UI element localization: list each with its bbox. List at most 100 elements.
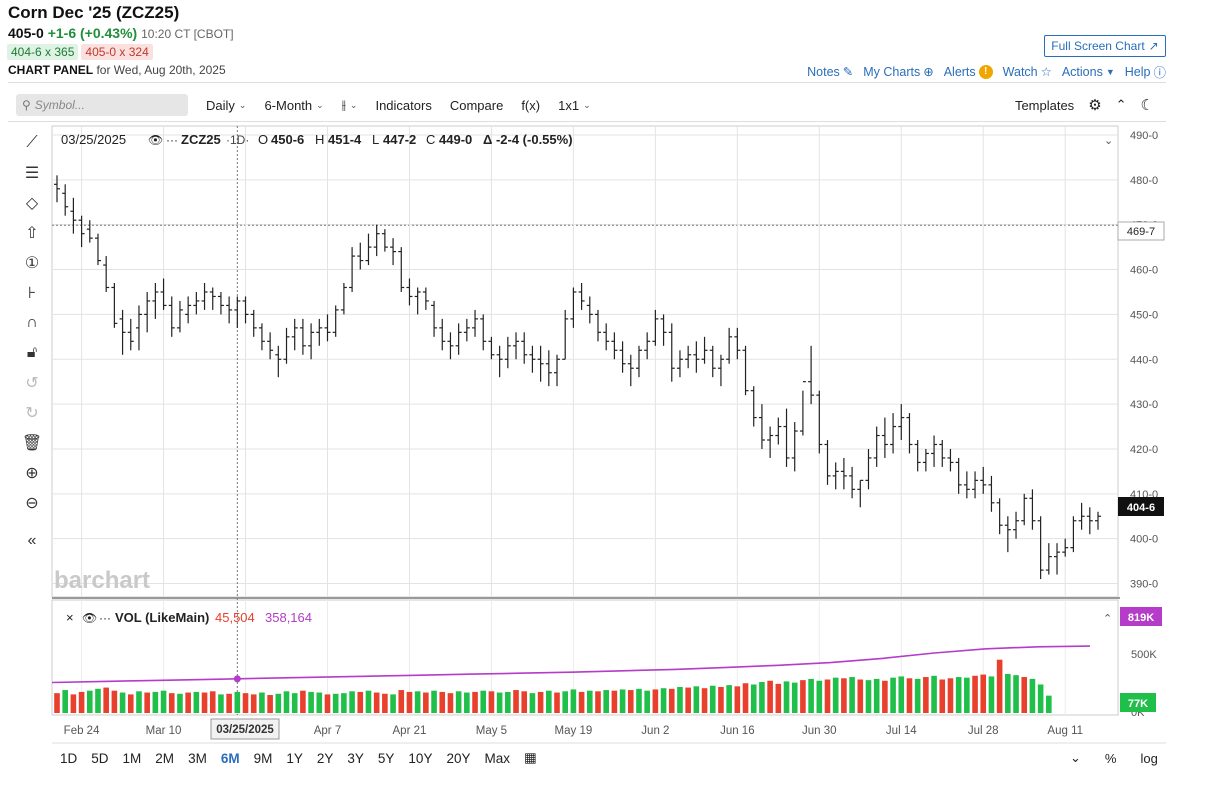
- ohlc-bar: [586, 296, 593, 324]
- gear-icon[interactable]: ⚙: [1088, 97, 1102, 114]
- chevron-down-double-icon[interactable]: ⌄: [1070, 750, 1081, 765]
- compare-button[interactable]: Compare: [449, 97, 504, 113]
- volume-bar: [849, 677, 855, 713]
- zoom-in-icon[interactable]: ⊕: [25, 465, 39, 482]
- volume-bar: [119, 692, 126, 713]
- chevron-down-icon: ⌄: [583, 99, 591, 110]
- calendar-icon[interactable]: ▦: [524, 750, 537, 765]
- shapes-tool-icon[interactable]: ◇: [25, 195, 39, 212]
- ohlc-bar: [890, 413, 897, 454]
- price-axis: 490-0 480-0 470-0 460-0 450-0 440-0 430-0 420-0…: [1130, 130, 1158, 591]
- range-1m[interactable]: 1M: [122, 750, 142, 766]
- volume-bar: [890, 677, 896, 713]
- my-charts-link[interactable]: My Charts ⊕: [863, 64, 933, 80]
- volume-bar: [685, 687, 691, 713]
- annotation-tool-icon[interactable]: ①: [24, 255, 40, 272]
- alert-icon: !: [978, 64, 993, 79]
- ohlc-bar: [439, 318, 446, 351]
- volume-bar: [562, 691, 569, 713]
- volume-axis-label: 500K: [1131, 649, 1157, 661]
- volume-bar: [185, 692, 191, 713]
- ohlc-bar: [1004, 516, 1011, 553]
- grid-lines: [51, 125, 1166, 744]
- symbol-search-input[interactable]: ⚲ Symbol...: [16, 94, 188, 116]
- x-tick-label: Jun 16: [720, 725, 755, 737]
- volume-bar: [841, 678, 847, 713]
- ohlc-bar: [652, 309, 659, 346]
- volume-bar: [554, 692, 560, 713]
- range-3y[interactable]: 3Y: [347, 750, 364, 766]
- range-9m[interactable]: 9M: [253, 750, 273, 766]
- ohlc-bar: [422, 287, 429, 310]
- percent-toggle[interactable]: %: [1104, 750, 1117, 766]
- undo-icon[interactable]: ↺: [25, 375, 39, 392]
- volume-bar: [70, 694, 77, 713]
- ohlc-bar: [78, 215, 85, 248]
- collapse-up-icon[interactable]: ⌃: [1115, 97, 1127, 112]
- interval-dropdown[interactable]: Daily ⌄: [206, 98, 246, 113]
- range-2y[interactable]: 2Y: [316, 750, 334, 766]
- help-link[interactable]: Help ⓘ: [1125, 62, 1166, 81]
- pitchfork-tool-icon[interactable]: ⊦: [27, 285, 37, 302]
- range-5d[interactable]: 5D: [91, 750, 109, 766]
- redo-icon[interactable]: ↻: [25, 405, 39, 422]
- actions-link[interactable]: Actions ▼: [1062, 65, 1115, 79]
- x-tick-label: Jul 28: [968, 725, 999, 737]
- range-5y[interactable]: 5Y: [377, 750, 395, 766]
- volume-bar: [144, 692, 150, 713]
- range-max[interactable]: Max: [484, 750, 510, 766]
- caret-down-icon: ▼: [1105, 66, 1115, 77]
- ohlc-bar: [840, 457, 847, 490]
- log-toggle[interactable]: log: [1140, 750, 1158, 766]
- volume-bar: [193, 691, 200, 713]
- ohlc-bar: [193, 291, 200, 315]
- volume-bar: [832, 677, 839, 713]
- watch-link[interactable]: Watch ☆: [1003, 64, 1052, 80]
- magnet-icon[interactable]: ∩: [26, 314, 38, 331]
- ohlc-bar: [685, 345, 692, 369]
- trash-icon[interactable]: 🗑︎: [21, 435, 43, 452]
- volume-bar: [783, 681, 790, 713]
- indicators-button[interactable]: Indicators: [375, 97, 432, 113]
- volume-bar: [472, 691, 478, 713]
- volume-bar: [226, 693, 232, 713]
- templates-button[interactable]: Templates: [1014, 97, 1075, 113]
- range-dropdown[interactable]: 6-Month ⌄: [264, 98, 323, 113]
- full-screen-chart-button[interactable]: Full Screen Chart ↗: [1044, 35, 1166, 57]
- ohlc-bar: [1029, 489, 1036, 530]
- volume-bar: [578, 691, 585, 713]
- function-button[interactable]: f(x): [521, 97, 541, 113]
- range-1y[interactable]: 1Y: [286, 750, 303, 766]
- crosshair-price-text: 469-7: [1127, 226, 1155, 238]
- fib-tool-icon[interactable]: ☰: [24, 165, 40, 182]
- legend-open: 450-6: [271, 132, 304, 147]
- volume-bar: [291, 693, 298, 713]
- layout-dropdown[interactable]: 1x1 ⌄: [558, 98, 591, 113]
- ohlc-bar: [258, 323, 265, 351]
- x-tick-label: Apr 21: [393, 725, 427, 737]
- range-1d[interactable]: 1D: [60, 750, 78, 766]
- ohlc-bar: [373, 224, 380, 257]
- range-2m[interactable]: 2M: [155, 750, 175, 766]
- zoom-out-icon[interactable]: ⊖: [25, 495, 39, 512]
- ohlc-bar: [783, 408, 790, 467]
- ohlc-bar: [390, 238, 397, 266]
- arrow-tool-icon[interactable]: ⇧: [25, 225, 39, 242]
- volume-bar: [300, 690, 306, 713]
- ohlc-bar: [62, 184, 69, 216]
- alerts-link[interactable]: Alerts!: [944, 64, 993, 79]
- dark-mode-moon-icon[interactable]: ☾: [1140, 97, 1154, 114]
- volume-bar: [218, 694, 224, 713]
- chart-type-dropdown[interactable]: ⫲ ⌄: [342, 97, 358, 113]
- notes-link[interactable]: Notes ✎: [807, 64, 853, 80]
- range-10y[interactable]: 10Y: [408, 750, 433, 766]
- collapse-panel-icon[interactable]: «: [27, 532, 37, 549]
- range-20y[interactable]: 20Y: [446, 750, 471, 766]
- trendline-tool-icon[interactable]: ⟋: [26, 134, 38, 151]
- ohlc-bar: [176, 300, 183, 333]
- volume-bar: [914, 678, 921, 713]
- range-6m[interactable]: 6M: [220, 750, 240, 766]
- range-3m[interactable]: 3M: [188, 750, 207, 766]
- lock-icon[interactable]: 🔓︎: [26, 344, 38, 361]
- legend-close: 449-0: [439, 132, 472, 147]
